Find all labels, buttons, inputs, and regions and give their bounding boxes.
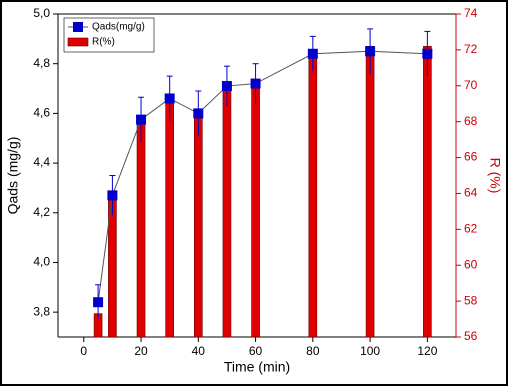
y2-axis-title: R (%) bbox=[487, 158, 503, 194]
x-tick-label: 40 bbox=[192, 344, 206, 358]
bar bbox=[194, 110, 203, 338]
marker bbox=[250, 78, 261, 89]
y2-tick-label: 58 bbox=[464, 293, 478, 307]
y2-tick-label: 74 bbox=[464, 6, 478, 20]
y2-tick-label: 68 bbox=[464, 114, 478, 128]
bar bbox=[365, 45, 375, 338]
marker bbox=[107, 190, 118, 201]
y2-tick-label: 72 bbox=[464, 42, 478, 56]
y-axis-title: Qads (mg/g) bbox=[5, 137, 21, 215]
bar bbox=[165, 96, 174, 338]
marker bbox=[93, 297, 104, 308]
y-tick-label: 5,0 bbox=[33, 6, 50, 20]
bar bbox=[308, 51, 318, 338]
y2-tick-label: 56 bbox=[464, 329, 478, 343]
bar bbox=[222, 83, 232, 338]
marker bbox=[164, 93, 175, 104]
marker bbox=[422, 48, 433, 59]
bar bbox=[136, 115, 146, 338]
bar bbox=[423, 45, 432, 338]
legend-label: Qads(mg/g) bbox=[92, 22, 145, 33]
y-tick-label: 4,6 bbox=[33, 106, 50, 120]
line bbox=[97, 50, 428, 303]
bar bbox=[251, 81, 260, 338]
legend-swatch bbox=[73, 22, 83, 32]
y-tick-label: 4,4 bbox=[33, 155, 50, 169]
y2-tick-label: 70 bbox=[464, 78, 478, 92]
x-tick-label: 0 bbox=[80, 344, 87, 358]
marker bbox=[221, 81, 232, 92]
legend-label: R(%) bbox=[92, 37, 115, 48]
legend-swatch bbox=[67, 37, 89, 47]
y2-tick-label: 66 bbox=[464, 150, 478, 164]
marker bbox=[307, 48, 318, 59]
y2-tick-label: 62 bbox=[464, 222, 478, 236]
y-tick-label: 4,8 bbox=[33, 56, 50, 70]
marker bbox=[193, 108, 204, 119]
x-tick-label: 80 bbox=[306, 344, 320, 358]
x-axis-title: Time (min) bbox=[224, 359, 290, 375]
y-tick-label: 4,0 bbox=[33, 255, 50, 269]
y2-tick-label: 60 bbox=[464, 257, 478, 271]
y-tick-label: 3,8 bbox=[33, 304, 50, 318]
marker bbox=[365, 46, 376, 57]
y2-tick-label: 64 bbox=[464, 186, 478, 200]
x-tick-label: 60 bbox=[249, 344, 263, 358]
x-tick-label: 20 bbox=[134, 344, 148, 358]
x-tick-label: 100 bbox=[360, 344, 380, 358]
y-tick-label: 4,2 bbox=[33, 205, 50, 219]
x-tick-label: 120 bbox=[417, 344, 437, 358]
marker bbox=[136, 114, 147, 125]
